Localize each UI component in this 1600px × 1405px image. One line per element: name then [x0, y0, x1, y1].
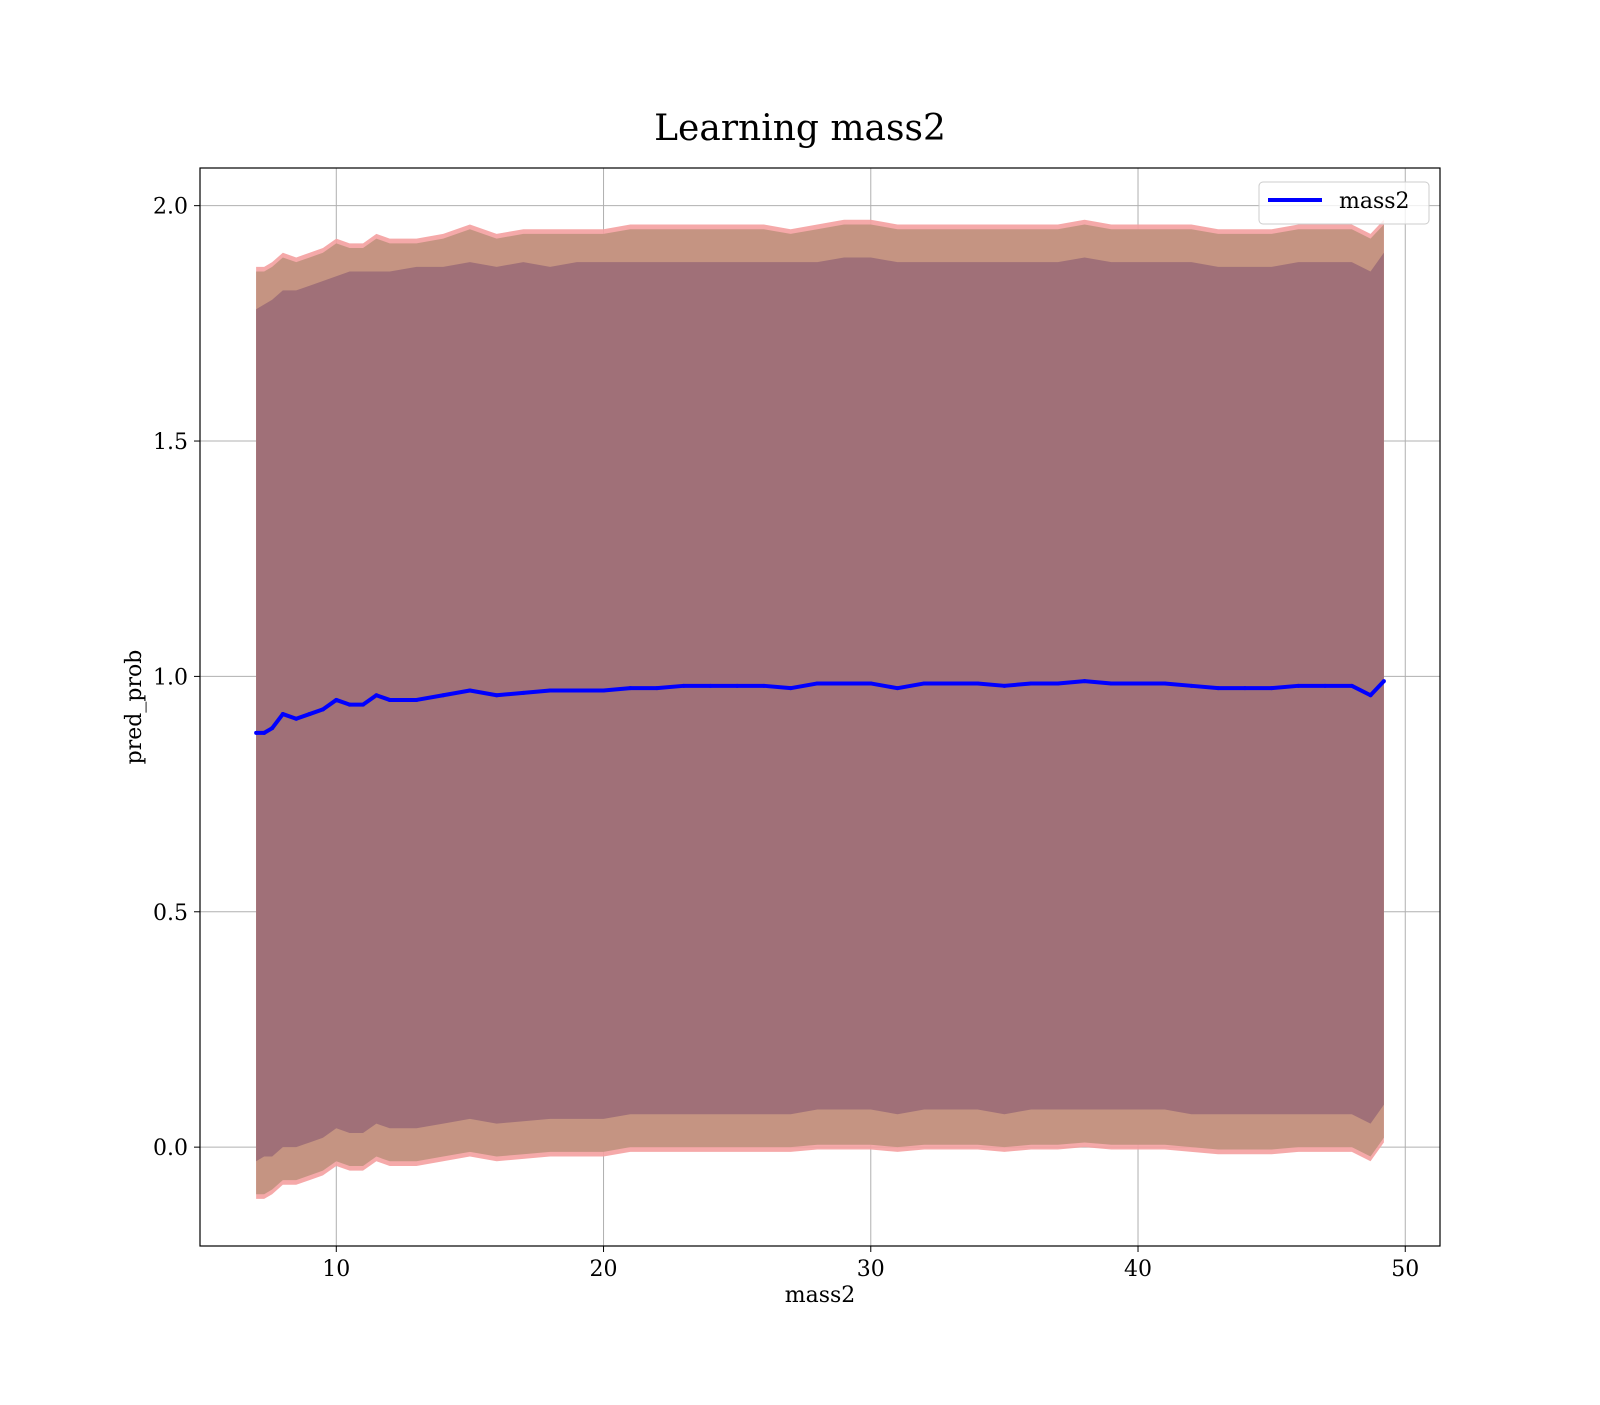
series-point	[307, 712, 312, 717]
series-point	[387, 697, 392, 702]
series-point	[347, 702, 352, 707]
series-point	[1109, 681, 1114, 686]
series-point	[1323, 683, 1328, 688]
series-point	[1242, 686, 1247, 691]
series-point	[1082, 679, 1087, 684]
series-point	[815, 681, 820, 686]
series-lines	[254, 679, 1386, 735]
y-tick-label: 2.0	[153, 195, 188, 220]
series-point	[280, 712, 285, 717]
chart-title: Learning mass2	[654, 108, 946, 149]
legend-box	[1258, 181, 1430, 225]
series-point	[1381, 679, 1386, 684]
series-line-mass2	[256, 679, 1386, 735]
series-point	[1055, 681, 1060, 686]
band-inner	[256, 252, 1384, 1162]
x-tick-label: 10	[322, 1257, 350, 1282]
series-point	[467, 688, 472, 693]
series-point	[1349, 683, 1354, 688]
series-point	[270, 726, 275, 731]
series-point	[628, 686, 633, 691]
legend-label-mass2: mass2	[1339, 189, 1410, 214]
series-point	[788, 686, 793, 691]
y-tick-label: 0.5	[153, 901, 188, 926]
series-point	[574, 688, 579, 693]
x-tick-label: 20	[590, 1257, 618, 1282]
series-point	[681, 683, 686, 688]
series-point	[1368, 693, 1373, 698]
series-point	[1162, 681, 1167, 686]
legend: mass2	[1258, 181, 1430, 225]
series-point	[1189, 683, 1194, 688]
confidence-bands	[256, 219, 1384, 1199]
series-point	[1269, 686, 1274, 691]
plot-frame	[199, 167, 1441, 1247]
series-point	[548, 688, 553, 693]
series-point	[374, 693, 379, 698]
y-tick-label: 1.5	[153, 430, 188, 455]
x-tick-label: 40	[1124, 1257, 1152, 1282]
series-point	[1296, 683, 1301, 688]
series-point	[334, 697, 339, 702]
series-point	[1216, 686, 1221, 691]
x-tick-label: 50	[1391, 1257, 1419, 1282]
y-tick-label: 0.0	[153, 1136, 188, 1161]
series-point	[975, 681, 980, 686]
series-point	[262, 730, 267, 735]
series-point	[708, 683, 713, 688]
series-point	[320, 707, 325, 712]
y-axis-label: pred_prob	[122, 650, 147, 765]
x-tick-label: 30	[857, 1257, 885, 1282]
series-point	[1029, 681, 1034, 686]
series-point	[254, 730, 259, 735]
series-point	[895, 686, 900, 691]
x-ticks: 10 20 30 40 50	[322, 1246, 1419, 1282]
series-point	[654, 686, 659, 691]
series-point	[761, 683, 766, 688]
series-point	[948, 681, 953, 686]
series-point	[361, 702, 366, 707]
series-point	[521, 690, 526, 695]
y-tick-label: 1.0	[153, 665, 188, 690]
series-point	[868, 681, 873, 686]
series-point	[842, 681, 847, 686]
series-point	[1002, 683, 1007, 688]
series-point	[922, 681, 927, 686]
series-point	[294, 716, 299, 721]
x-axis-label: mass2	[785, 1283, 856, 1308]
series-point	[414, 697, 419, 702]
series-point	[735, 683, 740, 688]
series-point	[1136, 681, 1141, 686]
y-ticks: 0.0 0.5 1.0 1.5 2.0	[153, 195, 200, 1161]
series-point	[441, 693, 446, 698]
series-point	[601, 688, 606, 693]
series-point	[494, 693, 499, 698]
